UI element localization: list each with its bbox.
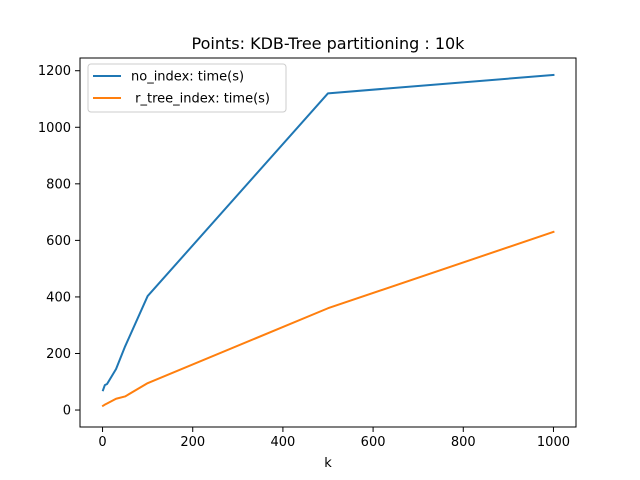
legend-label-1: r_tree_index: time(s)	[131, 92, 270, 107]
axes-frame	[79, 57, 577, 428]
series-line-0	[101, 73, 555, 392]
x-tick-label: 800	[451, 435, 476, 450]
x-tick-label: 0	[98, 435, 106, 450]
y-tick-label: 400	[46, 290, 71, 305]
legend-label-0: no_index: time(s)	[131, 70, 244, 85]
legend: no_index: time(s) r_tree_index: time(s)	[87, 63, 287, 113]
x-tick-label: 400	[270, 435, 295, 450]
x-axis-title: k	[324, 456, 332, 471]
plot-area	[101, 73, 555, 408]
y-tick-label: 0	[63, 404, 71, 419]
x-tick-label: 600	[361, 435, 386, 450]
y-tick-label: 1000	[38, 121, 71, 136]
x-tick-label: 1000	[537, 435, 570, 450]
y-tick-label: 1200	[38, 64, 71, 79]
y-tick-label: 600	[46, 234, 71, 249]
legend-box	[87, 63, 287, 113]
y-tick-label: 800	[46, 177, 71, 192]
series-line-1	[101, 230, 555, 408]
y-tick-label: 200	[46, 347, 71, 362]
axes: 0 200 400 600 800 1000 0 200 400 600 800 1000 1200	[38, 57, 577, 450]
x-tick-label: 200	[180, 435, 205, 450]
chart-title: Points: KDB-Tree partitioning : 10k	[192, 34, 466, 53]
